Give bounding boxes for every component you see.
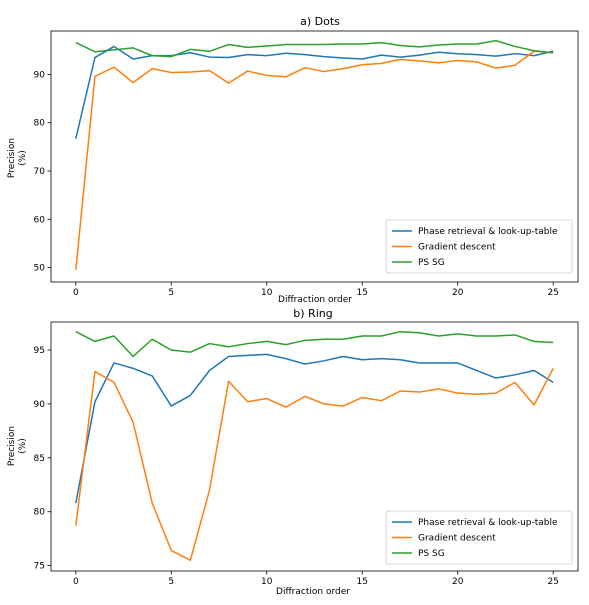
y-tick-label: 75	[34, 562, 45, 572]
legend-box	[385, 510, 573, 565]
chart-title: a) Dots	[300, 15, 340, 28]
x-tick-label: 20	[452, 577, 464, 587]
legend-label-2: Gradient descent	[418, 243, 496, 253]
legend-label-2: Gradient descent	[418, 534, 496, 544]
x-tick-label: 15	[357, 577, 368, 587]
x-tick-label: 0	[73, 288, 79, 298]
x-tick-label: 20	[452, 288, 464, 298]
y-axis-label-line1: Precision	[7, 426, 17, 466]
y-tick-label: 80	[34, 508, 46, 518]
y-axis-label-line2: (%)	[18, 150, 28, 166]
x-axis-label: Diffraction order	[278, 295, 352, 305]
y-tick-label: 70	[34, 167, 46, 177]
y-tick-label: 95	[34, 346, 45, 356]
legend-label-3: PS SG	[418, 549, 445, 559]
series-line-1	[75, 353, 554, 504]
plot-area-frame	[50, 321, 579, 572]
x-tick-label: 5	[168, 577, 174, 587]
y-tick-label: 60	[34, 215, 46, 225]
legend-label-1: Phase retrieval & look-up-table	[418, 518, 558, 528]
x-tick-label: 5	[168, 288, 174, 298]
series-line-3	[75, 330, 554, 358]
x-tick-label: 10	[261, 577, 273, 587]
chart-panel-ring: b) Ring 0 5 10 15 20 25 75 80 85 90 95 Diffractio…	[7, 307, 579, 597]
y-tick-label: 80	[34, 119, 46, 129]
x-tick-label: 25	[547, 288, 558, 298]
y-axis-label-line1: Precision	[7, 138, 17, 178]
series-line-2	[75, 368, 554, 561]
chart-panel-dots: a) Dots 0 5 10 15 20 25 50 60 70 80 90 Diffractio…	[7, 15, 579, 305]
x-axis-label: Diffraction order	[276, 587, 350, 597]
y-tick-label: 90	[34, 70, 46, 80]
x-tick-label: 15	[357, 288, 368, 298]
legend-label-1: Phase retrieval & look-up-table	[418, 227, 558, 237]
y-tick-label: 90	[34, 400, 46, 410]
series-line-3	[75, 39, 554, 58]
x-tick-label: 10	[261, 288, 273, 298]
y-axis-label-line2: (%)	[18, 438, 28, 454]
chart-title: b) Ring	[293, 307, 332, 320]
y-tick-label: 85	[34, 454, 45, 464]
legend-label-3: PS SG	[418, 258, 445, 268]
x-tick-label: 25	[547, 577, 558, 587]
plot-area-frame	[50, 30, 579, 283]
y-tick-label: 50	[34, 264, 46, 274]
x-tick-label: 0	[73, 577, 79, 587]
legend-box	[385, 219, 573, 274]
series-line-2	[75, 50, 554, 271]
